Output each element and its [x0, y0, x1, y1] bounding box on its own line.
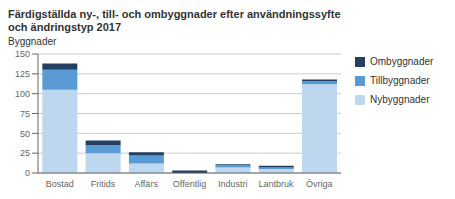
html-text:Tillbyggnader: Tillbyggnader: [370, 75, 430, 86]
svg-text:Industri: Industri: [218, 179, 248, 189]
svg-text:Bostad: Bostad: [46, 179, 74, 189]
svg-text:125: 125: [15, 69, 30, 79]
html-text:Färdigställda ny-, till- och o: Färdigställda ny-, till- och ombyggnader…: [8, 8, 341, 20]
html-text:Byggnader: Byggnader: [8, 36, 57, 47]
html-text:Ombyggnader: Ombyggnader: [370, 56, 434, 67]
svg-text:75: 75: [20, 109, 30, 119]
svg-text:0: 0: [25, 168, 30, 178]
svg-text:Övriga: Övriga: [306, 179, 333, 189]
svg-text:150: 150: [15, 49, 30, 59]
svg-text:50: 50: [20, 129, 30, 139]
svg-text:Lantbruk: Lantbruk: [259, 179, 295, 189]
svg-text:Offentlig: Offentlig: [173, 179, 206, 189]
svg-text:100: 100: [15, 89, 30, 99]
svg-text:25: 25: [20, 148, 30, 158]
svg-text:Affärs: Affärs: [135, 179, 159, 189]
html-text:och ändringstyp 2017: och ändringstyp 2017: [8, 21, 122, 33]
html-text:Nybyggnader: Nybyggnader: [370, 94, 430, 105]
svg-text:Fritids: Fritids: [91, 179, 116, 189]
